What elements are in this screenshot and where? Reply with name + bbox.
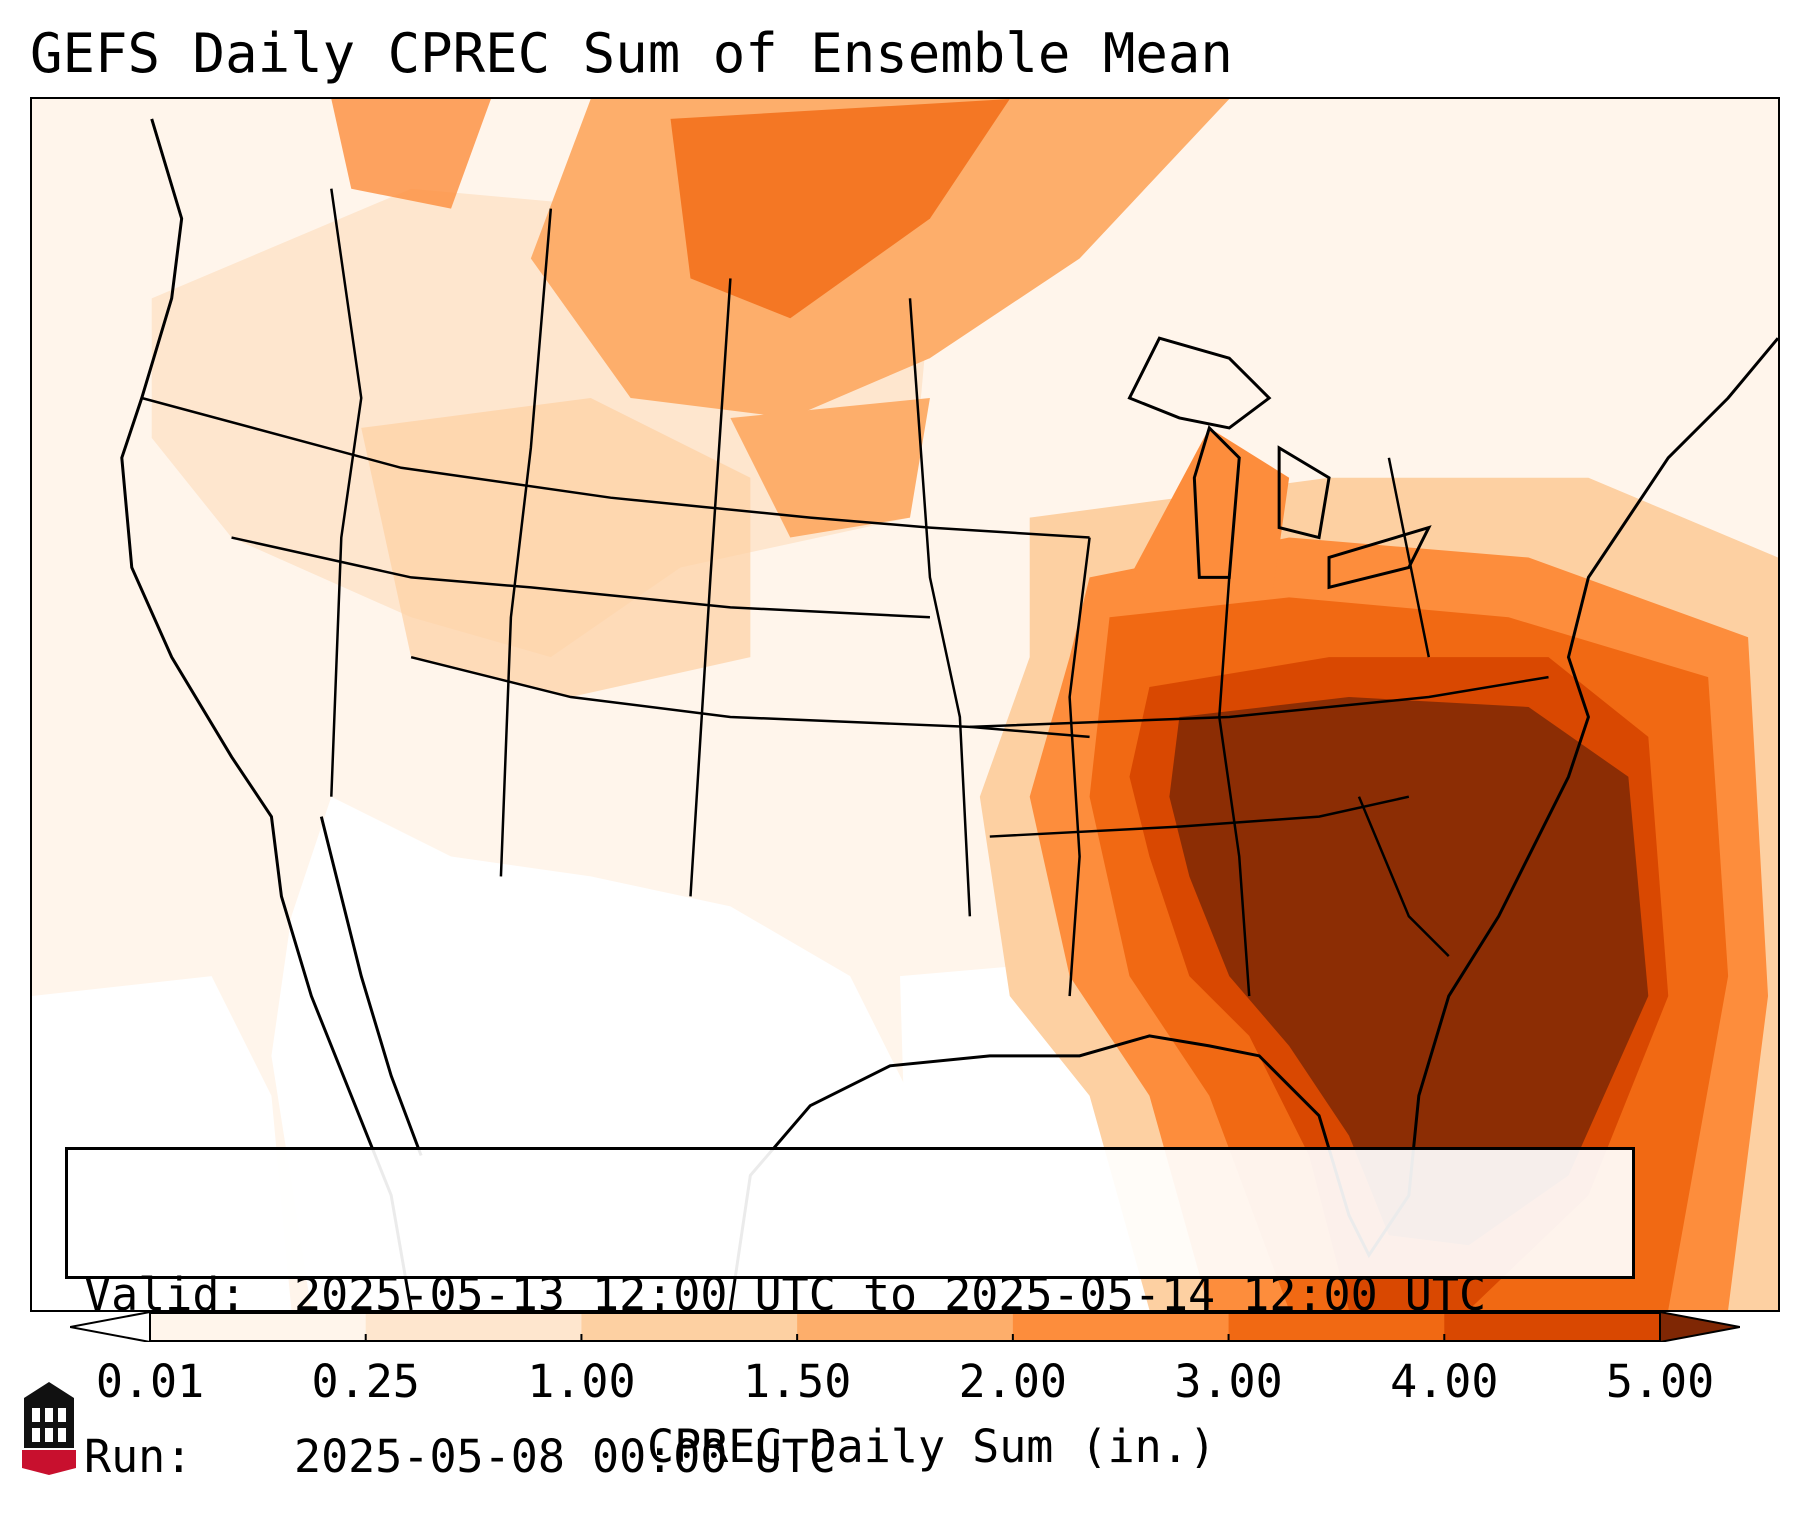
border-line-2 xyxy=(231,536,931,619)
validity-info-box: Valid: 2025-05-13 12:00 UTC to 2025-05-14… xyxy=(65,1147,1635,1483)
colorbar-segment xyxy=(581,1312,798,1342)
colorbar-tick-label: 3.00 xyxy=(1174,1355,1283,1408)
colorbar xyxy=(70,1312,1740,1342)
shade-montana xyxy=(331,99,491,209)
border-line-7 xyxy=(499,208,553,877)
border-line-6 xyxy=(330,188,363,797)
great-lake-erie xyxy=(1327,525,1432,590)
border-line-4 xyxy=(969,675,1549,729)
map-canvas xyxy=(32,99,1778,1310)
colorbar-segment xyxy=(797,1312,1014,1342)
border-line-8 xyxy=(689,278,732,897)
great-lake-superior xyxy=(1127,336,1272,430)
map-title: GEFS Daily CPREC Sum of Ensemble Mean xyxy=(30,22,1233,85)
colorbar-segment xyxy=(1444,1312,1661,1342)
run-line: Run: 2025-05-08 00:00 UTC xyxy=(84,1430,1616,1484)
border-line-11 xyxy=(1218,577,1251,997)
border-line-10 xyxy=(1068,537,1091,997)
colorbar-tick-label: 0.25 xyxy=(311,1355,420,1408)
colorbar-title: CPREC Daily Sum (in.) xyxy=(647,1420,1216,1473)
state-borders xyxy=(141,188,1549,997)
shade-southeast-max xyxy=(1169,697,1649,1246)
colorbar-tick-label: 0.01 xyxy=(95,1355,205,1408)
colorbar-segment xyxy=(1012,1312,1230,1342)
border-line-1 xyxy=(141,396,1090,539)
colorbar-over-arrow xyxy=(1659,1312,1740,1342)
great-lake-michigan xyxy=(1192,425,1241,579)
shade-rockies xyxy=(361,398,751,698)
run-value: 2025-05-08 00:00 UTC xyxy=(294,1430,836,1483)
border-line-9 xyxy=(908,298,972,917)
colorbar-tick-label: 2.00 xyxy=(958,1355,1068,1408)
logo-shield xyxy=(22,1450,76,1475)
border-line-3 xyxy=(410,655,1090,739)
border-line-13 xyxy=(1387,457,1431,658)
shade-michigan xyxy=(1129,427,1290,658)
precipitation-map xyxy=(30,97,1780,1312)
colorbar-tick-labels: 0.01 0.25 1.00 1.50 2.00 3.00 4.00 5.00 xyxy=(0,1355,1803,1415)
niu-logo xyxy=(22,1382,76,1475)
great-lake-huron xyxy=(1277,445,1331,540)
colorbar-segment xyxy=(1228,1312,1445,1342)
shade-canada-core xyxy=(670,99,1010,319)
baja-outline xyxy=(319,816,423,1157)
colorbar-tick-label: 4.00 xyxy=(1390,1355,1499,1408)
colorbar-segment xyxy=(365,1312,582,1342)
colorbar-segment xyxy=(150,1312,367,1342)
colorbar-under-arrow xyxy=(70,1312,151,1342)
colorbar-tick-label: 5.00 xyxy=(1605,1355,1715,1408)
colorbar-tick-label: 1.50 xyxy=(742,1355,852,1408)
pacific-coast-outline xyxy=(120,118,413,1310)
shade-dakotas xyxy=(730,398,930,538)
border-line-12 xyxy=(1357,796,1450,958)
colorbar-tick-label: 1.00 xyxy=(527,1355,636,1408)
run-label: Run: xyxy=(84,1430,193,1483)
